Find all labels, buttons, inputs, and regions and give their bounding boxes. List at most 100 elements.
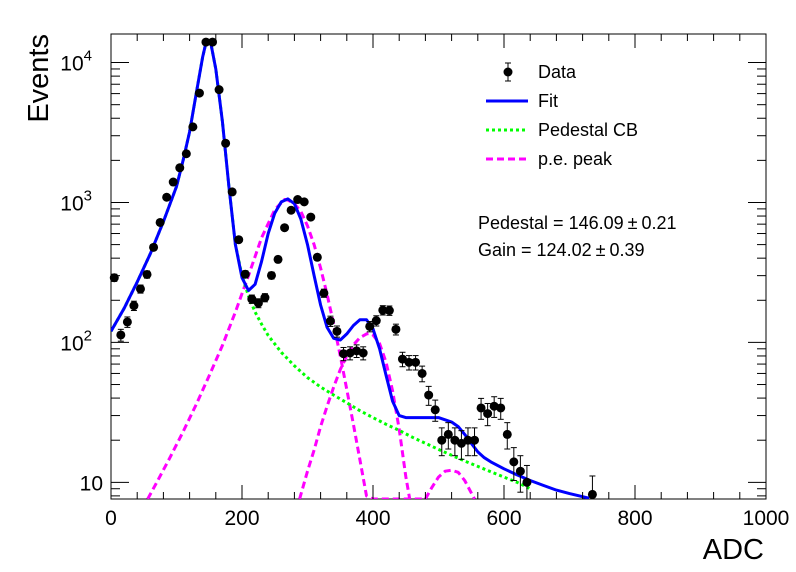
data-point — [371, 315, 381, 327]
data-point — [463, 427, 473, 457]
y-tick-exponent: 3 — [84, 187, 92, 204]
data-point — [129, 300, 139, 312]
data-point — [227, 187, 237, 197]
data-marker — [339, 349, 349, 359]
data-point — [266, 270, 276, 280]
fit-result-label: Gain = 124.02 — [478, 240, 592, 260]
data-point — [404, 355, 414, 371]
data-point — [496, 397, 506, 420]
data-marker — [332, 326, 342, 336]
x-tick-label: 200 — [224, 507, 259, 530]
data-marker — [181, 149, 191, 159]
data-point — [365, 321, 375, 333]
data-point — [587, 475, 597, 500]
data-marker — [378, 305, 388, 315]
data-marker — [384, 306, 394, 316]
data-marker — [227, 187, 237, 197]
x-tick-label: 400 — [355, 507, 390, 530]
data-marker — [122, 317, 132, 327]
data-point — [116, 328, 126, 342]
data-point — [135, 284, 145, 294]
fit-curves — [111, 38, 590, 499]
data-marker — [234, 235, 244, 245]
data-marker — [365, 321, 375, 331]
legend-entry: p.e. peak — [486, 149, 613, 169]
data-marker — [391, 324, 401, 334]
data-point — [208, 37, 218, 47]
data-point — [339, 346, 349, 362]
plot-frame — [110, 33, 767, 500]
y-tick-label: 10 — [80, 472, 103, 495]
data-point — [384, 305, 394, 316]
x-tick-label: 600 — [486, 507, 521, 530]
data-point — [286, 205, 296, 215]
data-marker — [116, 330, 126, 340]
data-point — [273, 254, 283, 264]
y-tick-base: 10 — [80, 472, 103, 495]
data-marker — [430, 405, 440, 415]
data-point — [253, 298, 263, 309]
data-marker — [221, 138, 231, 148]
legend-entry: Fit — [486, 91, 558, 111]
data-point — [194, 88, 204, 98]
data-marker — [325, 316, 335, 326]
data-marker — [214, 85, 224, 95]
plus-minus-symbol: ± — [628, 213, 638, 233]
y-tick-base: 10 — [60, 332, 83, 355]
data-marker — [280, 223, 290, 233]
legend-label: Pedestal CB — [538, 120, 638, 140]
x-axis-title: ADC — [703, 534, 764, 566]
data-marker — [168, 177, 178, 187]
data-marker — [417, 368, 427, 378]
data-marker — [306, 212, 316, 222]
data-marker — [299, 197, 309, 207]
data-marker — [286, 205, 296, 215]
data-point — [332, 325, 342, 338]
data-marker — [240, 269, 250, 279]
data-marker — [470, 435, 480, 445]
series-p-e-peak-2 — [298, 331, 412, 499]
data-point — [299, 197, 309, 207]
data-marker — [142, 269, 152, 279]
data-marker — [266, 270, 276, 280]
data-marker — [194, 88, 204, 98]
data-points — [109, 37, 597, 500]
data-point — [443, 422, 453, 450]
y-tick-label: 103 — [60, 187, 92, 215]
data-point — [260, 293, 270, 303]
data-point — [142, 269, 152, 279]
legend-label: Fit — [538, 91, 558, 111]
series-p-e-peak-3 — [424, 468, 476, 499]
legend-entry: Pedestal CB — [486, 120, 638, 140]
data-marker — [476, 403, 486, 413]
series-p-e-peak-1 — [146, 198, 426, 499]
data-point — [437, 427, 447, 457]
legend-label: p.e. peak — [538, 149, 613, 169]
data-point — [483, 402, 493, 427]
data-point — [306, 212, 316, 222]
data-point — [247, 294, 257, 304]
data-marker — [463, 435, 473, 445]
data-marker — [319, 288, 329, 298]
data-marker — [149, 242, 159, 252]
data-point — [358, 346, 368, 361]
legend-label: Data — [538, 62, 577, 82]
data-point — [155, 217, 165, 227]
legend: Data Fit Pedestal CB p.e. peak — [486, 62, 638, 169]
fit-result-error: 0.39 — [609, 240, 644, 260]
plot-border — [110, 33, 767, 500]
data-point — [162, 192, 172, 202]
data-point — [175, 163, 185, 173]
data-point — [476, 397, 486, 420]
data-point — [470, 427, 480, 457]
data-marker — [135, 284, 145, 294]
data-marker — [509, 457, 519, 467]
data-marker — [188, 122, 198, 132]
data-marker — [443, 429, 453, 439]
data-point — [430, 399, 440, 422]
data-point — [319, 288, 329, 298]
data-marker — [411, 357, 421, 367]
data-marker — [109, 273, 119, 283]
fit-result-text: Gain = 124.02 ±0.39 — [478, 240, 645, 260]
